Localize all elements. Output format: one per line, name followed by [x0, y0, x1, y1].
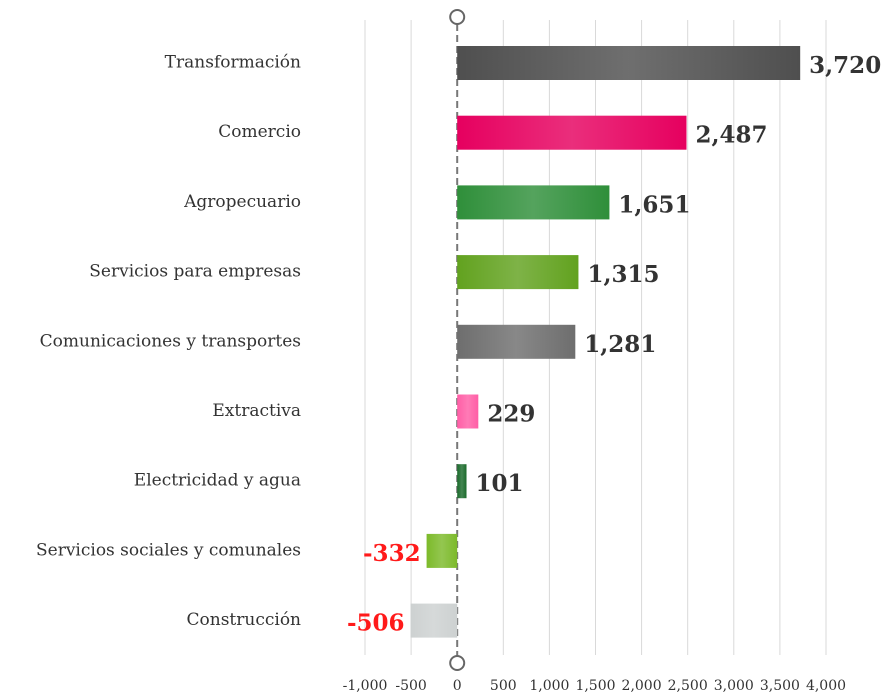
x-tick-label: 4,000: [806, 678, 846, 694]
value-label: 1,281: [584, 331, 656, 358]
x-tick-label: 2,500: [668, 678, 708, 694]
category-label: Agropecuario: [183, 192, 301, 212]
bar-shine: [457, 185, 610, 220]
value-label: -332: [363, 540, 421, 567]
value-label: -506: [347, 610, 405, 637]
x-tick-label: 500: [490, 678, 517, 694]
value-label: 229: [487, 401, 535, 428]
x-tick-label: 1,000: [529, 678, 569, 694]
category-label: Servicios sociales y comunales: [36, 540, 301, 560]
bar-shine: [457, 255, 579, 290]
bar-shine: [410, 603, 458, 638]
x-tick-label: -500: [395, 678, 426, 694]
value-label: 1,651: [618, 191, 690, 218]
axis-cap: [449, 655, 466, 671]
bar-shine: [457, 394, 479, 429]
category-label: Comunicaciones y transportes: [40, 331, 301, 351]
category-label: Electricidad y agua: [134, 471, 301, 491]
category-label: Transformación: [165, 53, 301, 73]
value-label: 3,720: [809, 52, 881, 79]
x-tick-label: 0: [453, 678, 462, 694]
bar-shine: [457, 115, 687, 150]
value-label: 2,487: [696, 122, 768, 149]
value-label: 1,315: [587, 261, 659, 288]
axis-cap: [449, 9, 466, 25]
bar-shine: [457, 324, 576, 359]
category-label: Construcción: [187, 610, 302, 630]
category-label: Extractiva: [212, 401, 301, 421]
category-label: Comercio: [218, 122, 301, 142]
category-label: Servicios para empresas: [89, 262, 301, 282]
x-tick-label: 1,500: [575, 678, 615, 694]
value-label: 101: [476, 470, 524, 497]
bar-shine: [457, 464, 467, 499]
bar-shine: [426, 533, 458, 568]
x-tick-label: 3,000: [714, 678, 754, 694]
x-tick-label: 3,500: [760, 678, 800, 694]
bar-shine: [457, 46, 801, 80]
x-tick-label: -1,000: [343, 678, 388, 694]
x-tick-label: 2,000: [622, 678, 662, 694]
